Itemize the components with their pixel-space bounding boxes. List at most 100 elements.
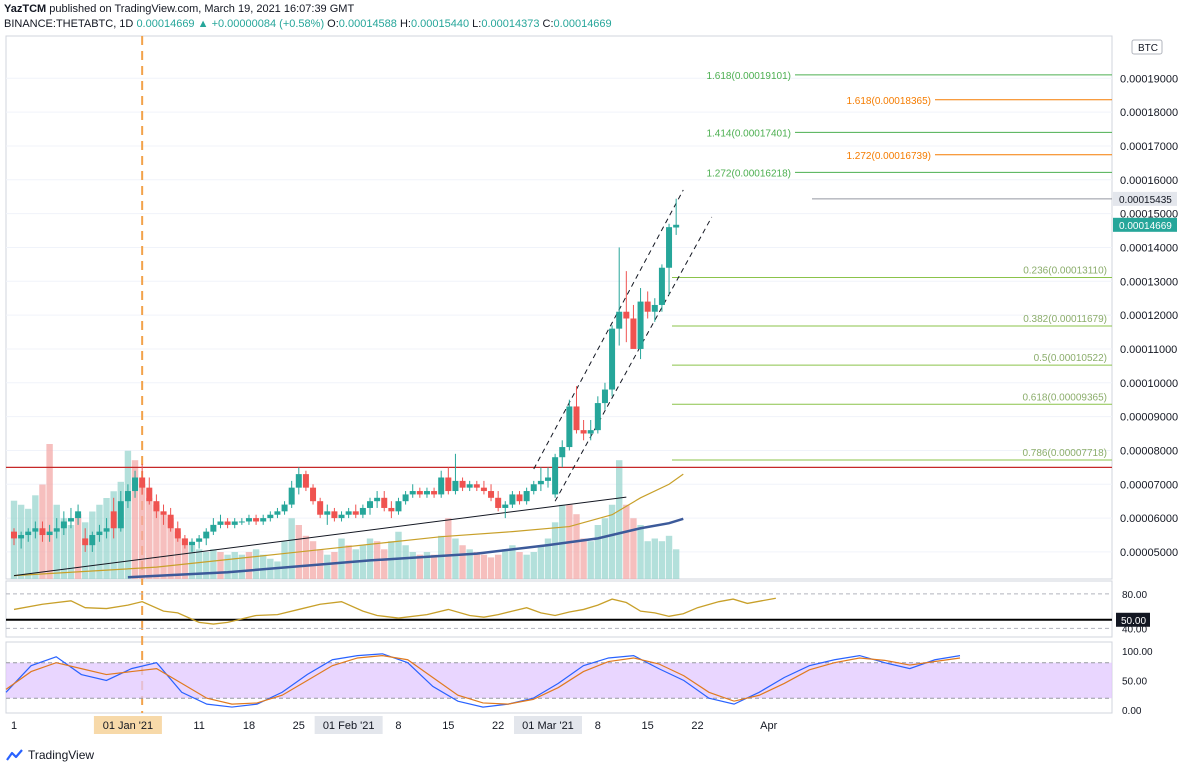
candle-body [103, 528, 110, 532]
tradingview-brand[interactable]: TradingView [28, 748, 95, 762]
candle-body [516, 494, 523, 502]
candle-body [124, 491, 131, 502]
x-axis-label: 22 [492, 720, 504, 732]
symbol-label[interactable]: BINANCE:THETABTC, 1D [4, 18, 134, 30]
x-axis-label: 01 Jan '21 [103, 720, 153, 732]
fib-retracement-label: 0.786(0.00007718) [1022, 448, 1107, 459]
candle-body [25, 531, 32, 536]
candle-body [67, 518, 74, 522]
x-axis-label: 25 [293, 720, 305, 732]
candle-body [367, 501, 373, 508]
volume-bar [203, 552, 210, 579]
high-price-tag [1113, 191, 1177, 206]
candle-body [537, 480, 544, 485]
volume-bar [131, 460, 139, 579]
fib-extension-label: 1.618(0.00019101) [706, 71, 791, 82]
volume-bar [160, 511, 167, 579]
candle-body [466, 484, 473, 488]
volume-bar [210, 549, 217, 579]
candle-body [552, 457, 559, 495]
volume-bar [309, 541, 317, 579]
candle-body [281, 504, 288, 512]
ohlc-row: BINANCE:THETABTC, 1D 0.00014669 ▲ +0.000… [4, 17, 1182, 32]
moving-average-slow [127, 517, 684, 579]
candle-body [509, 494, 516, 505]
fib-retracement-label: 0.5(0.00010522) [1034, 353, 1107, 364]
candle-body [594, 403, 601, 431]
stoch-tick-label: 0.00 [1122, 706, 1142, 717]
fib-retracement-label: 0.618(0.00009365) [1022, 392, 1107, 403]
close-label: C: [542, 18, 554, 30]
x-axis-label: 15 [442, 720, 454, 732]
candle-body [181, 538, 188, 546]
candle-body [623, 311, 630, 319]
candle-body [566, 406, 573, 448]
candle-body [267, 514, 274, 519]
candle-body [345, 511, 352, 515]
volume-bar [167, 518, 174, 579]
fib-extension-label: 1.272(0.00016218) [706, 168, 791, 179]
x-axis-label: 01 Mar '21 [522, 720, 574, 732]
volume-bar [238, 554, 246, 579]
chart-header: YazTCM published on TradingView.com, Mar… [4, 2, 1182, 34]
candle-body [132, 477, 139, 492]
high-value: 0.00015440 [410, 18, 470, 30]
volume-bar [103, 498, 110, 579]
volume-bar [487, 557, 495, 579]
volume-bar [637, 525, 644, 579]
candle-body [459, 480, 466, 488]
x-axis-label: 8 [595, 720, 601, 732]
author-name[interactable]: YazTCM [4, 3, 47, 15]
price-tick-label: 0.00005000 [1120, 547, 1178, 559]
volume-bar [644, 541, 651, 579]
volume-bar [174, 531, 181, 579]
candle-body [53, 528, 60, 532]
x-axis-date-highlight [314, 716, 383, 734]
candle-body [495, 497, 502, 508]
last-price-tag [1113, 217, 1177, 232]
candle-body [409, 491, 416, 495]
x-axis-label: 1 [11, 720, 17, 732]
volume-bar [580, 538, 587, 579]
tradingview-logo-icon [6, 749, 23, 761]
candle-body [245, 518, 252, 522]
volume-bar [324, 554, 331, 579]
candle-body [480, 487, 487, 492]
x-axis-date-highlight [93, 716, 162, 734]
candle-body [331, 511, 338, 519]
candle-body [673, 224, 680, 228]
candle-body [32, 528, 39, 532]
candle-body [580, 430, 587, 434]
volume-bar [146, 498, 153, 579]
candle-body [224, 521, 231, 525]
volume-bar [608, 504, 616, 579]
candle-body [630, 318, 637, 349]
candle-body [46, 531, 53, 536]
price-tick-label: 0.00008000 [1120, 445, 1178, 457]
x-axis-date-highlight [514, 716, 582, 734]
candle-body [75, 511, 82, 519]
volume-bar [430, 554, 438, 579]
volume-bar [224, 554, 231, 579]
volume-bar [494, 554, 502, 579]
volume-bar [537, 545, 545, 579]
volume-bar [523, 554, 530, 579]
fib-extension-label: 1.618(0.00018365) [846, 96, 931, 107]
volume-bar [231, 552, 238, 579]
volume-bar [409, 552, 416, 579]
candle-body [587, 430, 594, 434]
price-tick-label: 0.00018000 [1120, 107, 1178, 119]
candle-body [359, 507, 366, 515]
volume-bar [502, 549, 509, 579]
candle-body [310, 487, 317, 502]
volume-bar [381, 549, 388, 579]
volume-bar [452, 538, 459, 579]
candle-body [196, 538, 203, 542]
rsi-tick-label: 40.00 [1122, 624, 1147, 635]
low-value: 0.00014373 [481, 18, 540, 30]
volume-bar [288, 518, 295, 579]
candle-body [666, 227, 673, 268]
candle-body [160, 511, 167, 515]
volume-bar [402, 545, 409, 579]
